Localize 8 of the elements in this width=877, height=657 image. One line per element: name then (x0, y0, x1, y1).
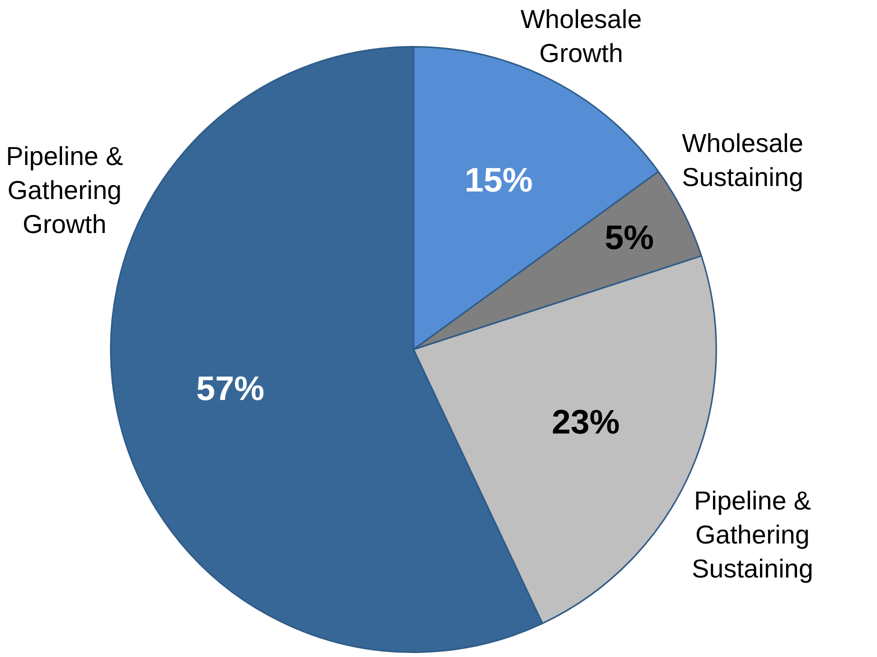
slice-label: Wholesale Growth (520, 4, 642, 68)
data-label: 23% (552, 403, 620, 442)
data-label: 5% (604, 218, 654, 257)
data-label: 57% (196, 370, 264, 408)
slice-label: Pipeline & Gathering Sustaining (692, 485, 814, 584)
data-label: 15% (464, 162, 533, 200)
slice-label: Wholesale Sustaining (682, 128, 804, 192)
slice-label: Pipeline & Gathering Growth (6, 141, 124, 240)
